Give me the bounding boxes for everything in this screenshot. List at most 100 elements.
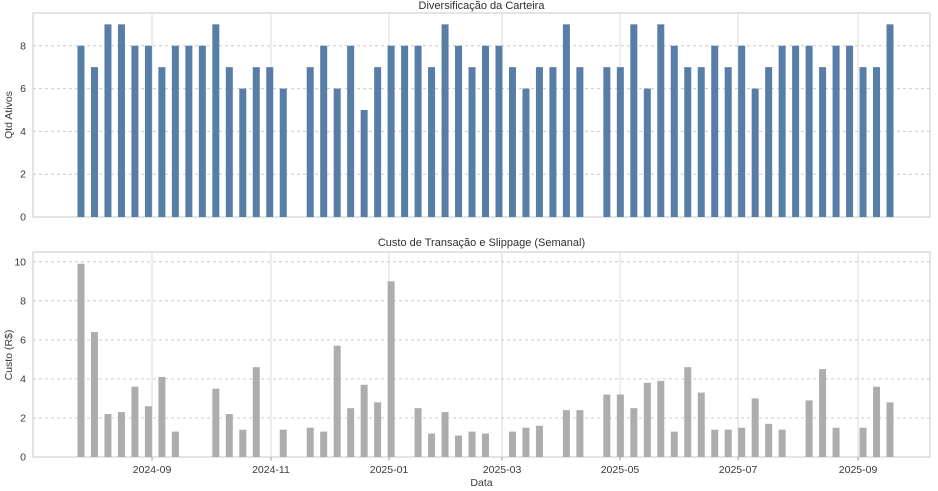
bar <box>886 402 894 457</box>
bar <box>90 67 98 217</box>
x-tick-label: 2025-05 <box>601 464 640 476</box>
bar <box>252 67 260 217</box>
y-tick-label: 4 <box>20 126 26 138</box>
bar <box>616 67 624 217</box>
cost-slippage-chart-title: Custo de Transação e Slippage (Semanal) <box>377 237 586 249</box>
bar <box>724 429 732 457</box>
bar <box>90 332 98 457</box>
bar <box>212 388 220 457</box>
bar <box>630 24 638 217</box>
bar <box>320 45 328 217</box>
bar <box>104 24 112 217</box>
bar <box>455 45 463 217</box>
bar <box>508 431 516 457</box>
y-tick-label: 10 <box>14 256 26 268</box>
bar <box>778 45 786 217</box>
bar <box>819 67 827 217</box>
bar <box>846 45 854 217</box>
bar <box>562 410 570 457</box>
bar <box>333 345 341 457</box>
bar <box>171 431 179 457</box>
y-tick-label: 6 <box>20 334 26 346</box>
bar <box>495 45 503 217</box>
bar <box>805 45 813 217</box>
bar <box>697 392 705 457</box>
x-tick-label: 2025-01 <box>370 464 409 476</box>
bar <box>859 427 867 457</box>
bar <box>347 408 355 457</box>
bar <box>320 431 328 457</box>
bar <box>360 109 368 217</box>
bar <box>738 45 746 217</box>
bar <box>104 414 112 457</box>
y-tick-label: 2 <box>20 412 26 424</box>
bar <box>414 408 422 457</box>
bar <box>144 45 152 217</box>
bar <box>441 412 449 457</box>
bar <box>131 386 139 457</box>
bar <box>158 376 166 457</box>
bar <box>684 67 692 217</box>
bar <box>482 433 490 457</box>
bar <box>171 45 179 217</box>
bar <box>643 382 651 457</box>
bar <box>414 45 422 217</box>
bar <box>576 67 584 217</box>
bar <box>522 88 530 218</box>
bar <box>225 414 233 457</box>
bar <box>886 24 894 217</box>
bar <box>684 367 692 457</box>
bar <box>306 67 314 217</box>
bar <box>819 369 827 457</box>
y-tick-label: 0 <box>20 452 26 464</box>
bar <box>455 435 463 457</box>
bar <box>873 386 881 457</box>
bar <box>158 67 166 217</box>
bar <box>428 67 436 217</box>
bar <box>279 88 287 218</box>
bar <box>279 429 287 457</box>
bar <box>117 24 125 217</box>
bar <box>482 45 490 217</box>
bar <box>765 423 773 457</box>
bar <box>441 24 449 217</box>
bar <box>603 394 611 457</box>
bar <box>751 88 759 218</box>
bar <box>117 412 125 457</box>
bar <box>630 408 638 457</box>
bar <box>670 45 678 217</box>
x-tick-label: 2025-09 <box>839 464 878 476</box>
bar <box>859 67 867 217</box>
bar <box>832 45 840 217</box>
y-tick-label: 2 <box>20 169 26 181</box>
bar <box>535 425 543 457</box>
bar <box>306 427 314 457</box>
bar <box>778 429 786 457</box>
bar <box>711 45 719 217</box>
bar <box>333 88 341 218</box>
plot-area <box>32 251 931 458</box>
bar <box>670 431 678 457</box>
bar <box>711 429 719 457</box>
qtd-ativos-axis-label: Qtd Ativos <box>3 91 15 139</box>
x-tick-label: 2025-07 <box>719 464 758 476</box>
bar <box>347 45 355 217</box>
bar <box>657 24 665 217</box>
bar <box>468 431 476 457</box>
bar <box>252 367 260 457</box>
bar <box>77 263 85 457</box>
x-tick-label: 2024-09 <box>133 464 172 476</box>
bar <box>144 406 152 457</box>
bar <box>77 45 85 217</box>
bar <box>198 45 206 217</box>
bar <box>751 398 759 457</box>
bar <box>697 67 705 217</box>
bar <box>724 67 732 217</box>
bar <box>239 429 247 457</box>
y-tick-label: 0 <box>20 212 26 224</box>
bar <box>549 67 557 217</box>
bar <box>374 67 382 217</box>
bar <box>428 433 436 457</box>
